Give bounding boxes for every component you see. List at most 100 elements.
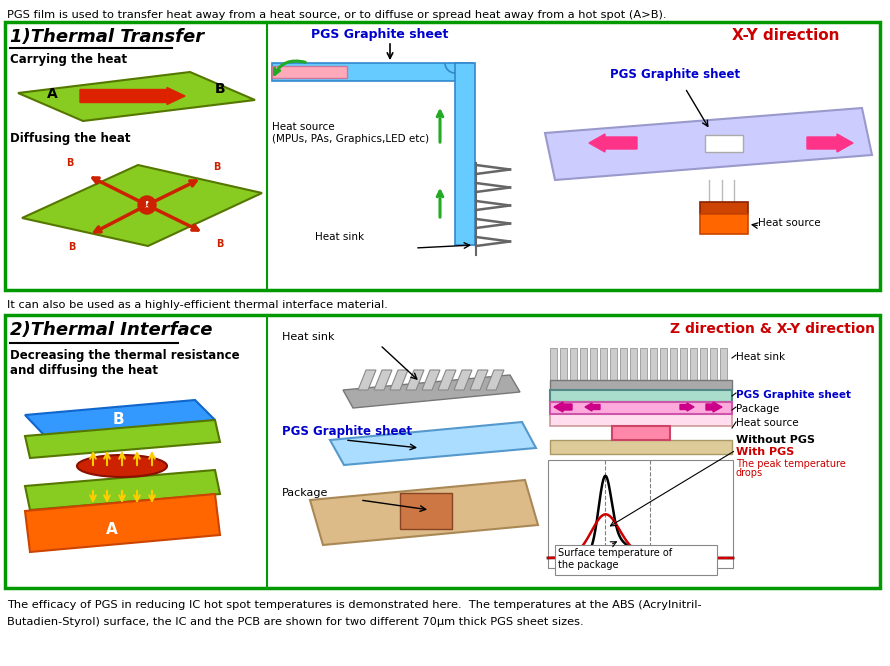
- Text: X-Y direction: X-Y direction: [732, 28, 840, 43]
- Bar: [630, 348, 637, 380]
- Bar: [690, 348, 697, 380]
- Bar: [550, 348, 557, 380]
- Text: Heat source: Heat source: [758, 218, 821, 228]
- Bar: [640, 348, 647, 380]
- Bar: [272, 63, 472, 81]
- Bar: [455, 63, 475, 245]
- Polygon shape: [25, 494, 220, 552]
- Bar: [400, 493, 452, 529]
- Text: B: B: [216, 239, 223, 249]
- Text: Package: Package: [282, 488, 328, 498]
- Bar: [700, 202, 748, 214]
- Text: The efficacy of PGS in reducing IC hot spot temperatures is demonstrated here.  : The efficacy of PGS in reducing IC hot s…: [7, 600, 701, 610]
- FancyBboxPatch shape: [5, 22, 880, 290]
- Text: drops: drops: [736, 468, 763, 478]
- Polygon shape: [454, 370, 472, 390]
- Text: Heat source
(MPUs, PAs, Graphics,LED etc): Heat source (MPUs, PAs, Graphics,LED etc…: [272, 122, 429, 144]
- FancyArrow shape: [554, 402, 572, 412]
- Circle shape: [138, 196, 156, 214]
- Text: 2)Thermal Interface: 2)Thermal Interface: [10, 321, 213, 339]
- Text: Heat sink: Heat sink: [736, 352, 785, 362]
- Text: Without PGS: Without PGS: [736, 435, 815, 445]
- Bar: [555, 545, 717, 575]
- Polygon shape: [18, 72, 255, 121]
- Bar: [580, 348, 587, 380]
- Bar: [705, 135, 743, 152]
- FancyArrow shape: [585, 403, 600, 411]
- Bar: [670, 348, 677, 380]
- FancyArrow shape: [807, 134, 853, 152]
- Text: Heat source: Heat source: [736, 418, 798, 428]
- Bar: [272, 66, 347, 78]
- FancyArrow shape: [80, 87, 185, 105]
- Text: With PGS: With PGS: [736, 447, 794, 457]
- Bar: [550, 390, 732, 402]
- Polygon shape: [470, 370, 488, 390]
- Polygon shape: [25, 470, 220, 510]
- Bar: [600, 348, 607, 380]
- Text: A: A: [46, 87, 57, 101]
- Polygon shape: [343, 375, 520, 408]
- Text: B: B: [67, 158, 74, 168]
- Bar: [560, 348, 567, 380]
- Polygon shape: [374, 370, 392, 390]
- Bar: [612, 426, 670, 440]
- Text: 1)Thermal Transfer: 1)Thermal Transfer: [10, 28, 204, 46]
- Bar: [620, 348, 627, 380]
- Text: Surface temperature of
the package: Surface temperature of the package: [558, 548, 672, 569]
- Text: The peak temperature: The peak temperature: [736, 459, 846, 469]
- Polygon shape: [358, 370, 376, 390]
- FancyArrow shape: [589, 134, 637, 152]
- FancyArrow shape: [706, 402, 722, 412]
- Polygon shape: [22, 165, 262, 246]
- Bar: [720, 348, 727, 380]
- Bar: [700, 348, 707, 380]
- Bar: [590, 348, 597, 380]
- Bar: [610, 348, 617, 380]
- Polygon shape: [438, 370, 456, 390]
- Text: It can also be used as a highly-efficient thermal interface material.: It can also be used as a highly-efficien…: [7, 300, 388, 310]
- Text: Heat sink: Heat sink: [315, 232, 364, 242]
- Bar: [570, 348, 577, 380]
- Text: B: B: [112, 412, 124, 426]
- Polygon shape: [310, 480, 538, 545]
- Bar: [550, 440, 732, 454]
- Bar: [550, 414, 732, 426]
- Text: A: A: [144, 200, 150, 210]
- Text: Diffusing the heat: Diffusing the heat: [10, 132, 131, 145]
- Ellipse shape: [77, 455, 167, 477]
- Polygon shape: [406, 370, 424, 390]
- Text: PGS film is used to transfer heat away from a heat source, or to diffuse or spre: PGS film is used to transfer heat away f…: [7, 10, 667, 20]
- Polygon shape: [25, 400, 215, 436]
- Text: B: B: [214, 162, 221, 172]
- Bar: [548, 460, 733, 568]
- Text: Butadien-Styrol) surface, the IC and the PCB are shown for two different 70μm th: Butadien-Styrol) surface, the IC and the…: [7, 617, 584, 627]
- Bar: [550, 402, 732, 414]
- Text: Decreasing the thermal resistance
and diffusing the heat: Decreasing the thermal resistance and di…: [10, 349, 239, 377]
- Text: PGS Graphite sheet: PGS Graphite sheet: [736, 390, 851, 400]
- Polygon shape: [422, 370, 440, 390]
- Bar: [550, 380, 732, 390]
- FancyBboxPatch shape: [5, 315, 880, 588]
- Text: Z direction & X-Y direction: Z direction & X-Y direction: [670, 322, 875, 336]
- Polygon shape: [25, 420, 220, 458]
- Polygon shape: [486, 370, 504, 390]
- Text: PGS Graphite sheet: PGS Graphite sheet: [312, 28, 449, 41]
- Text: Package: Package: [736, 404, 780, 414]
- Text: PGS Graphite sheet: PGS Graphite sheet: [282, 425, 412, 438]
- Bar: [650, 348, 657, 380]
- Text: A: A: [106, 523, 117, 537]
- Text: B: B: [69, 242, 76, 252]
- Bar: [700, 214, 748, 234]
- Bar: [680, 348, 687, 380]
- Polygon shape: [330, 422, 536, 465]
- Text: PGS Graphite sheet: PGS Graphite sheet: [610, 68, 740, 81]
- FancyArrow shape: [680, 403, 694, 411]
- Bar: [710, 348, 717, 380]
- Bar: [660, 348, 667, 380]
- Text: B: B: [214, 82, 225, 96]
- Text: Carrying the heat: Carrying the heat: [10, 53, 127, 66]
- Polygon shape: [545, 108, 872, 180]
- Polygon shape: [390, 370, 408, 390]
- Text: Heat sink: Heat sink: [282, 332, 335, 342]
